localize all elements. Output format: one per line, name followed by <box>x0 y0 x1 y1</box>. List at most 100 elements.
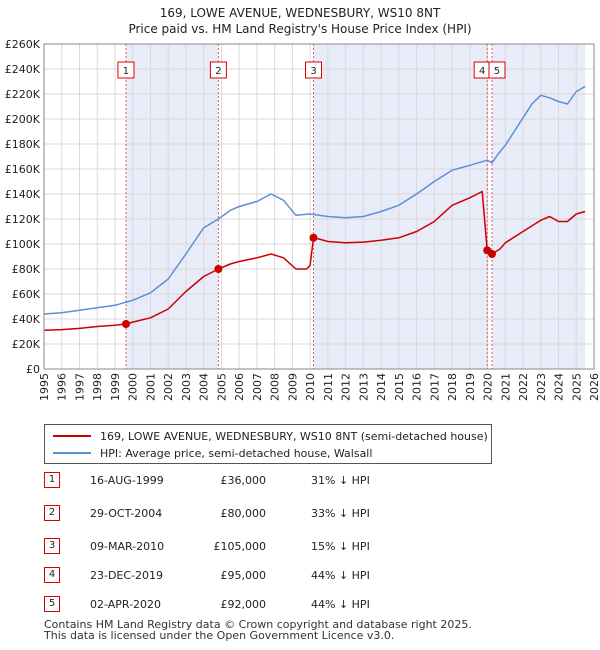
sale-hpi-diff: 44% ↓ HPI <box>311 569 370 582</box>
legend-swatch-property <box>53 435 91 437</box>
x-tick-label: 2007 <box>251 373 264 401</box>
chart-legend: 169, LOWE AVENUE, WEDNESBURY, WS10 8NT (… <box>44 424 492 464</box>
x-tick-label: 2001 <box>144 373 157 401</box>
axes: £0 £20K £40K £60K £80K £100K £120K £140K £160K £1… <box>5 38 600 401</box>
sale-marker-label: 3 <box>310 66 316 77</box>
x-tick-label: 2020 <box>482 373 495 401</box>
sale-number-badge: 3 <box>44 538 60 554</box>
x-tick-label: 2004 <box>198 373 211 401</box>
price-chart: 169, LOWE AVENUE, WEDNESBURY, WS10 8NT P… <box>5 6 600 401</box>
sale-number-badge: 4 <box>44 567 60 583</box>
y-tick-label: £20K <box>12 338 41 351</box>
shaded-period <box>491 44 586 369</box>
hpi-line <box>43 85 586 315</box>
sale-marker-dot <box>487 250 496 258</box>
x-tick-label: 2006 <box>233 373 246 401</box>
sale-marker-box <box>305 61 322 79</box>
sale-marker-label: 1 <box>123 66 129 77</box>
x-tick-label: 2014 <box>375 373 388 401</box>
x-tick-label: 2026 <box>588 373 600 401</box>
y-tick-label: £100K <box>5 238 41 251</box>
legend-item-property: 169, LOWE AVENUE, WEDNESBURY, WS10 8NT (… <box>53 428 488 444</box>
sale-marker-dot <box>214 265 223 273</box>
sale-date: 02-APR-2020 <box>90 598 162 611</box>
x-tick-label: 2009 <box>286 373 299 401</box>
y-tick-label: £160K <box>5 163 41 176</box>
footer-attribution: Contains HM Land Registry data © Crown c… <box>44 619 472 641</box>
x-tick-label: 2000 <box>127 373 140 401</box>
x-tick-label: 2025 <box>570 373 583 401</box>
legend-swatch-hpi <box>53 452 91 454</box>
sale-marker-box <box>117 61 135 79</box>
sale-number-badge: 1 <box>44 472 60 488</box>
x-tick-label: 2015 <box>393 373 406 401</box>
sale-marker-dot <box>121 320 130 328</box>
sale-price: £105,000 <box>213 540 267 553</box>
y-tick-label: £220K <box>5 88 41 101</box>
y-tick-label: £180K <box>5 138 41 151</box>
y-tick-label: £260K <box>5 38 41 51</box>
y-tick-label: £40K <box>12 313 41 326</box>
sale-row: 4 23-DEC-2019 £95,000 44% ↓ HPI <box>0 567 600 585</box>
series-lines <box>43 85 586 332</box>
x-tick-label: 2023 <box>535 373 548 401</box>
sale-row: 2 29-OCT-2004 £80,000 33% ↓ HPI <box>0 505 600 523</box>
x-tick-label: 2019 <box>464 373 477 401</box>
x-tick-label: 1996 <box>56 373 69 401</box>
y-tick-label: £240K <box>5 63 41 76</box>
y-tick-label: £120K <box>5 213 41 226</box>
sale-date: 29-OCT-2004 <box>90 507 163 520</box>
x-tick-label: 2018 <box>446 373 459 401</box>
sale-marker-label: 5 <box>494 66 500 77</box>
footer-line-licence: This data is licensed under the Open Gov… <box>44 629 395 642</box>
sale-date: 09-MAR-2010 <box>90 540 165 553</box>
y-tick-label: £80K <box>12 263 41 276</box>
sale-number-badge: 5 <box>44 596 60 612</box>
x-tick-label: 2024 <box>553 373 566 401</box>
chart-title: 169, LOWE AVENUE, WEDNESBURY, WS10 8NT <box>160 6 441 20</box>
sale-row: 1 16-AUG-1999 £36,000 31% ↓ HPI <box>0 472 600 490</box>
x-tick-label: 2022 <box>517 373 530 401</box>
sale-marker-box <box>209 61 227 79</box>
y-tick-label: £0 <box>26 363 40 376</box>
sale-hpi-diff: 44% ↓ HPI <box>311 598 370 611</box>
sale-price: £80,000 <box>220 507 267 520</box>
y-tick-label: £60K <box>12 288 41 301</box>
legend-item-hpi: HPI: Average price, semi-detached house,… <box>53 445 372 461</box>
shaded-period <box>313 44 488 369</box>
sale-marker-dot <box>309 233 318 242</box>
x-tick-label: 1997 <box>73 373 86 401</box>
sale-date: 23-DEC-2019 <box>90 569 164 582</box>
y-tick-label: £140K <box>5 188 41 201</box>
sale-marker-label: 2 <box>215 66 221 77</box>
x-tick-label: 2010 <box>304 373 317 401</box>
chart-subtitle: Price paid vs. HM Land Registry's House … <box>128 22 471 36</box>
x-tick-label: 1999 <box>109 373 122 401</box>
legend-label-hpi: HPI: Average price, semi-detached house,… <box>100 446 373 460</box>
x-tick-label: 2005 <box>215 373 228 401</box>
x-tick-label: 1998 <box>91 373 104 401</box>
x-tick-label: 2013 <box>357 373 370 401</box>
sale-number-badge: 2 <box>44 505 60 521</box>
plot-frame <box>43 43 595 370</box>
sale-hpi-diff: 33% ↓ HPI <box>311 507 370 520</box>
sale-hpi-diff: 15% ↓ HPI <box>311 540 370 553</box>
sale-price: £92,000 <box>220 598 267 611</box>
sale-row: 3 09-MAR-2010 £105,000 15% ↓ HPI <box>0 538 600 556</box>
y-tick-label: £200K <box>5 113 41 126</box>
x-tick-label: 2008 <box>269 373 282 401</box>
sale-marker-label: 4 <box>479 66 485 77</box>
x-tick-label: 1995 <box>38 373 51 401</box>
property-price-line <box>43 190 586 332</box>
legend-label-property: 169, LOWE AVENUE, WEDNESBURY, WS10 8NT (… <box>100 429 488 443</box>
x-tick-label: 2016 <box>411 373 424 401</box>
sale-row: 5 02-APR-2020 £92,000 44% ↓ HPI <box>0 596 600 614</box>
sale-date: 16-AUG-1999 <box>90 474 164 487</box>
x-tick-label: 2021 <box>499 373 512 401</box>
x-tick-label: 2012 <box>340 373 353 401</box>
x-tick-label: 2003 <box>180 373 193 401</box>
footer-line-copyright: Contains HM Land Registry data © Crown c… <box>44 618 472 631</box>
sale-price: £95,000 <box>220 569 267 582</box>
x-tick-label: 2017 <box>428 373 441 401</box>
